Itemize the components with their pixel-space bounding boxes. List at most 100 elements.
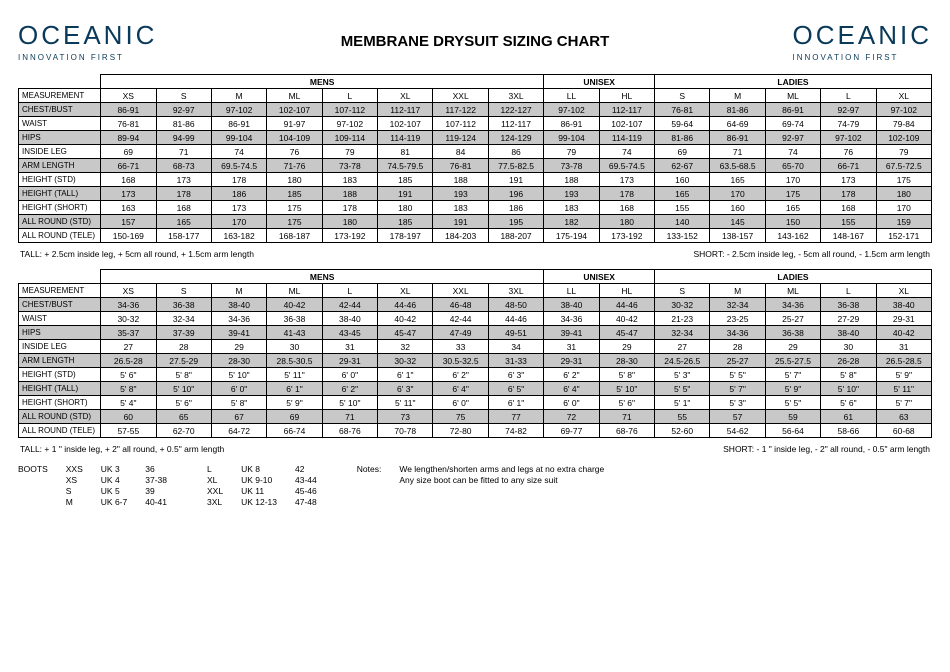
cell: 86-91 — [211, 117, 266, 131]
cell: 73-78 — [544, 159, 599, 173]
cell: 180 — [599, 215, 654, 229]
cell: 5' 8" — [156, 368, 211, 382]
cell: 67 — [211, 410, 266, 424]
size-header: M — [211, 89, 266, 103]
sizing-table-in: MENS UNISEX LADIES MEASUREMENTXSSMMLLXLX… — [18, 269, 932, 438]
cell: 5' 8" — [599, 368, 654, 382]
logo-right: OCEANIC INNOVATION FIRST — [793, 20, 932, 62]
cell: 35-37 — [101, 326, 156, 340]
size-header: M — [710, 89, 765, 103]
cell: 173-192 — [322, 229, 377, 243]
cell: 66-74 — [267, 424, 322, 438]
cell: 31-33 — [488, 354, 543, 368]
cell: 64-69 — [710, 117, 765, 131]
note-tall-in: TALL: + 1 " inside leg, + 2" all round, … — [20, 444, 224, 454]
cell: 5' 11" — [378, 396, 433, 410]
brand-tagline: INNOVATION FIRST — [793, 53, 932, 62]
cell: 178 — [322, 201, 377, 215]
cell: 152-171 — [876, 229, 931, 243]
size-header: M — [211, 284, 266, 298]
table-row: ALL ROUND (TELE)57-5562-7064-7266-7468-7… — [19, 424, 932, 438]
cell: 69 — [101, 145, 156, 159]
cell: 39-41 — [544, 326, 599, 340]
cell: 74 — [765, 145, 820, 159]
cell: 40-42 — [378, 312, 433, 326]
size-header: S — [156, 89, 211, 103]
row-label: CHEST/BUST — [19, 298, 101, 312]
cell: 193 — [433, 187, 488, 201]
row-label: HEIGHT (STD) — [19, 173, 101, 187]
cell: 159 — [876, 215, 931, 229]
cell: 40-42 — [876, 326, 931, 340]
cell: 67.5-72.5 — [876, 159, 931, 173]
note-row-2: TALL: + 1 " inside leg, + 2" all round, … — [18, 444, 932, 454]
cell: 97-102 — [821, 131, 876, 145]
size-header: HL — [599, 89, 654, 103]
boots-cell: XS — [66, 475, 83, 485]
cell: 173 — [821, 173, 876, 187]
cell: 38-40 — [211, 298, 266, 312]
page-title: MEMBRANE DRYSUIT SIZING CHART — [341, 33, 610, 50]
cell: 173 — [211, 201, 266, 215]
size-header: 3XL — [488, 284, 543, 298]
row-label: HEIGHT (SHORT) — [19, 396, 101, 410]
cell: 27.5-29 — [156, 354, 211, 368]
cell: 65 — [156, 410, 211, 424]
cell: 86 — [488, 145, 543, 159]
cell: 191 — [488, 173, 543, 187]
boots-cell: UK 3 — [101, 464, 127, 474]
cell: 34-36 — [544, 312, 599, 326]
cell: 6' 0" — [322, 368, 377, 382]
cell: 39-41 — [211, 326, 266, 340]
cell: 46-48 — [433, 298, 488, 312]
cell: 74-82 — [488, 424, 543, 438]
cell: 5' 3" — [655, 368, 710, 382]
cell: 49-51 — [488, 326, 543, 340]
cell: 183 — [433, 201, 488, 215]
cell: 61 — [821, 410, 876, 424]
cell: 6' 5" — [488, 382, 543, 396]
boots-cell: UK 9-10 — [241, 475, 277, 485]
cell: 178 — [156, 187, 211, 201]
cell: 5' 7" — [710, 382, 765, 396]
cell: 97-102 — [211, 103, 266, 117]
cell: 31 — [322, 340, 377, 354]
size-header: L — [821, 89, 876, 103]
cell: 81 — [378, 145, 433, 159]
measurement-label: MEASUREMENT — [19, 89, 101, 103]
cell: 5' 8" — [211, 396, 266, 410]
boots-cell: 45-46 — [295, 486, 317, 496]
header: OCEANIC INNOVATION FIRST MEMBRANE DRYSUI… — [18, 20, 932, 62]
cell: 63 — [876, 410, 931, 424]
cell: 77 — [488, 410, 543, 424]
cell: 32 — [378, 340, 433, 354]
cell: 47-49 — [433, 326, 488, 340]
note-short-cm: SHORT: - 2.5cm inside leg, - 5cm all rou… — [693, 249, 930, 259]
boots-cell: UK 4 — [101, 475, 127, 485]
cell: 5' 7" — [765, 368, 820, 382]
cell: 38-40 — [322, 312, 377, 326]
cell: 28.5-30.5 — [267, 354, 322, 368]
boots-cell: UK 5 — [101, 486, 127, 496]
cell: 170 — [765, 173, 820, 187]
row-label: ARM LENGTH — [19, 159, 101, 173]
cell: 188 — [322, 187, 377, 201]
cell: 43-45 — [322, 326, 377, 340]
cell: 183 — [322, 173, 377, 187]
size-header: XL — [378, 284, 433, 298]
cell: 31 — [876, 340, 931, 354]
cell: 65-70 — [765, 159, 820, 173]
cell: 5' 5" — [765, 396, 820, 410]
row-label: WAIST — [19, 117, 101, 131]
cell: 69 — [655, 145, 710, 159]
cell: 138-157 — [710, 229, 765, 243]
cell: 155 — [821, 215, 876, 229]
group-ladies: LADIES — [655, 75, 932, 89]
boots-cell: L — [207, 464, 223, 474]
cell: 52-60 — [655, 424, 710, 438]
row-label: ALL ROUND (STD) — [19, 410, 101, 424]
cell: 32-34 — [655, 326, 710, 340]
boots-cell: 47-48 — [295, 497, 317, 507]
cell: 94-99 — [156, 131, 211, 145]
group-mens: MENS — [101, 75, 544, 89]
